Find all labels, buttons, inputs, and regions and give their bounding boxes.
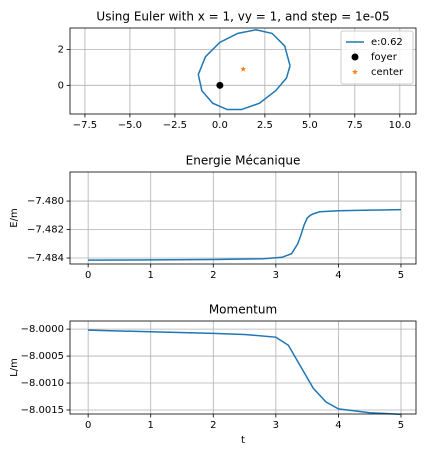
y-tick-label: −8.0000 (21, 324, 64, 335)
legend-swatch (352, 69, 358, 75)
axes-frame (69, 27, 417, 115)
legend-swatch (351, 53, 359, 61)
x-tick-label: 0 (85, 270, 91, 281)
x-tick-label: 1 (148, 270, 154, 281)
x-tick-label: 3 (273, 270, 279, 281)
y-tick-label: −8.0005 (21, 351, 64, 362)
y-tick-label: −7.482 (27, 225, 64, 236)
x-tick-label: 2 (210, 270, 216, 281)
x-tick-label: −7.5 (73, 120, 97, 131)
x-axis-label: t (241, 435, 245, 446)
x-tick-label: 2 (210, 420, 216, 431)
chart-title: Momentum (209, 303, 277, 317)
x-tick-label: 5 (398, 270, 404, 281)
axes-frame (69, 320, 417, 415)
x-tick-label: −5.0 (118, 120, 142, 131)
x-tick-label: −2.5 (163, 120, 187, 131)
point (216, 81, 224, 89)
x-tick-label: 4 (335, 420, 341, 431)
x-tick-label: 1 (148, 420, 154, 431)
y-axis-label: E/m (9, 208, 20, 227)
y-tick-label: −7.484 (27, 253, 64, 264)
chart-title: Energie Mécanique (186, 154, 301, 168)
legend-label: e:0.62 (371, 37, 403, 48)
series-line (88, 208, 401, 261)
x-tick-label: 4 (335, 270, 341, 281)
x-tick-label: 5 (398, 420, 404, 431)
legend-frame (340, 30, 414, 85)
series-line (197, 29, 291, 111)
y-tick-label: 0 (58, 80, 64, 91)
x-tick-label: 2.5 (257, 120, 273, 131)
y-axis-label: L/m (9, 358, 20, 377)
legend-label: foyer (371, 52, 398, 63)
x-tick-label: 3 (273, 420, 279, 431)
series-line (88, 329, 402, 416)
x-tick-label: 0.0 (212, 120, 228, 131)
y-tick-label: −8.0010 (21, 378, 64, 389)
x-tick-label: 7.5 (347, 120, 363, 131)
x-tick-label: 5.0 (302, 120, 318, 131)
chart-title: Using Euler with x = 1, vy = 1, and step… (96, 10, 389, 24)
y-tick-label: 2 (58, 45, 64, 56)
y-tick-label: −7.480 (27, 196, 64, 207)
plot-area (70, 321, 416, 414)
legend-label: center (371, 67, 404, 78)
x-tick-label: 10.0 (389, 120, 411, 131)
point (240, 66, 247, 72)
axes-frame (69, 171, 417, 265)
plot-area (70, 172, 416, 264)
x-tick-label: 0 (85, 420, 91, 431)
y-tick-label: −8.0015 (21, 405, 64, 416)
